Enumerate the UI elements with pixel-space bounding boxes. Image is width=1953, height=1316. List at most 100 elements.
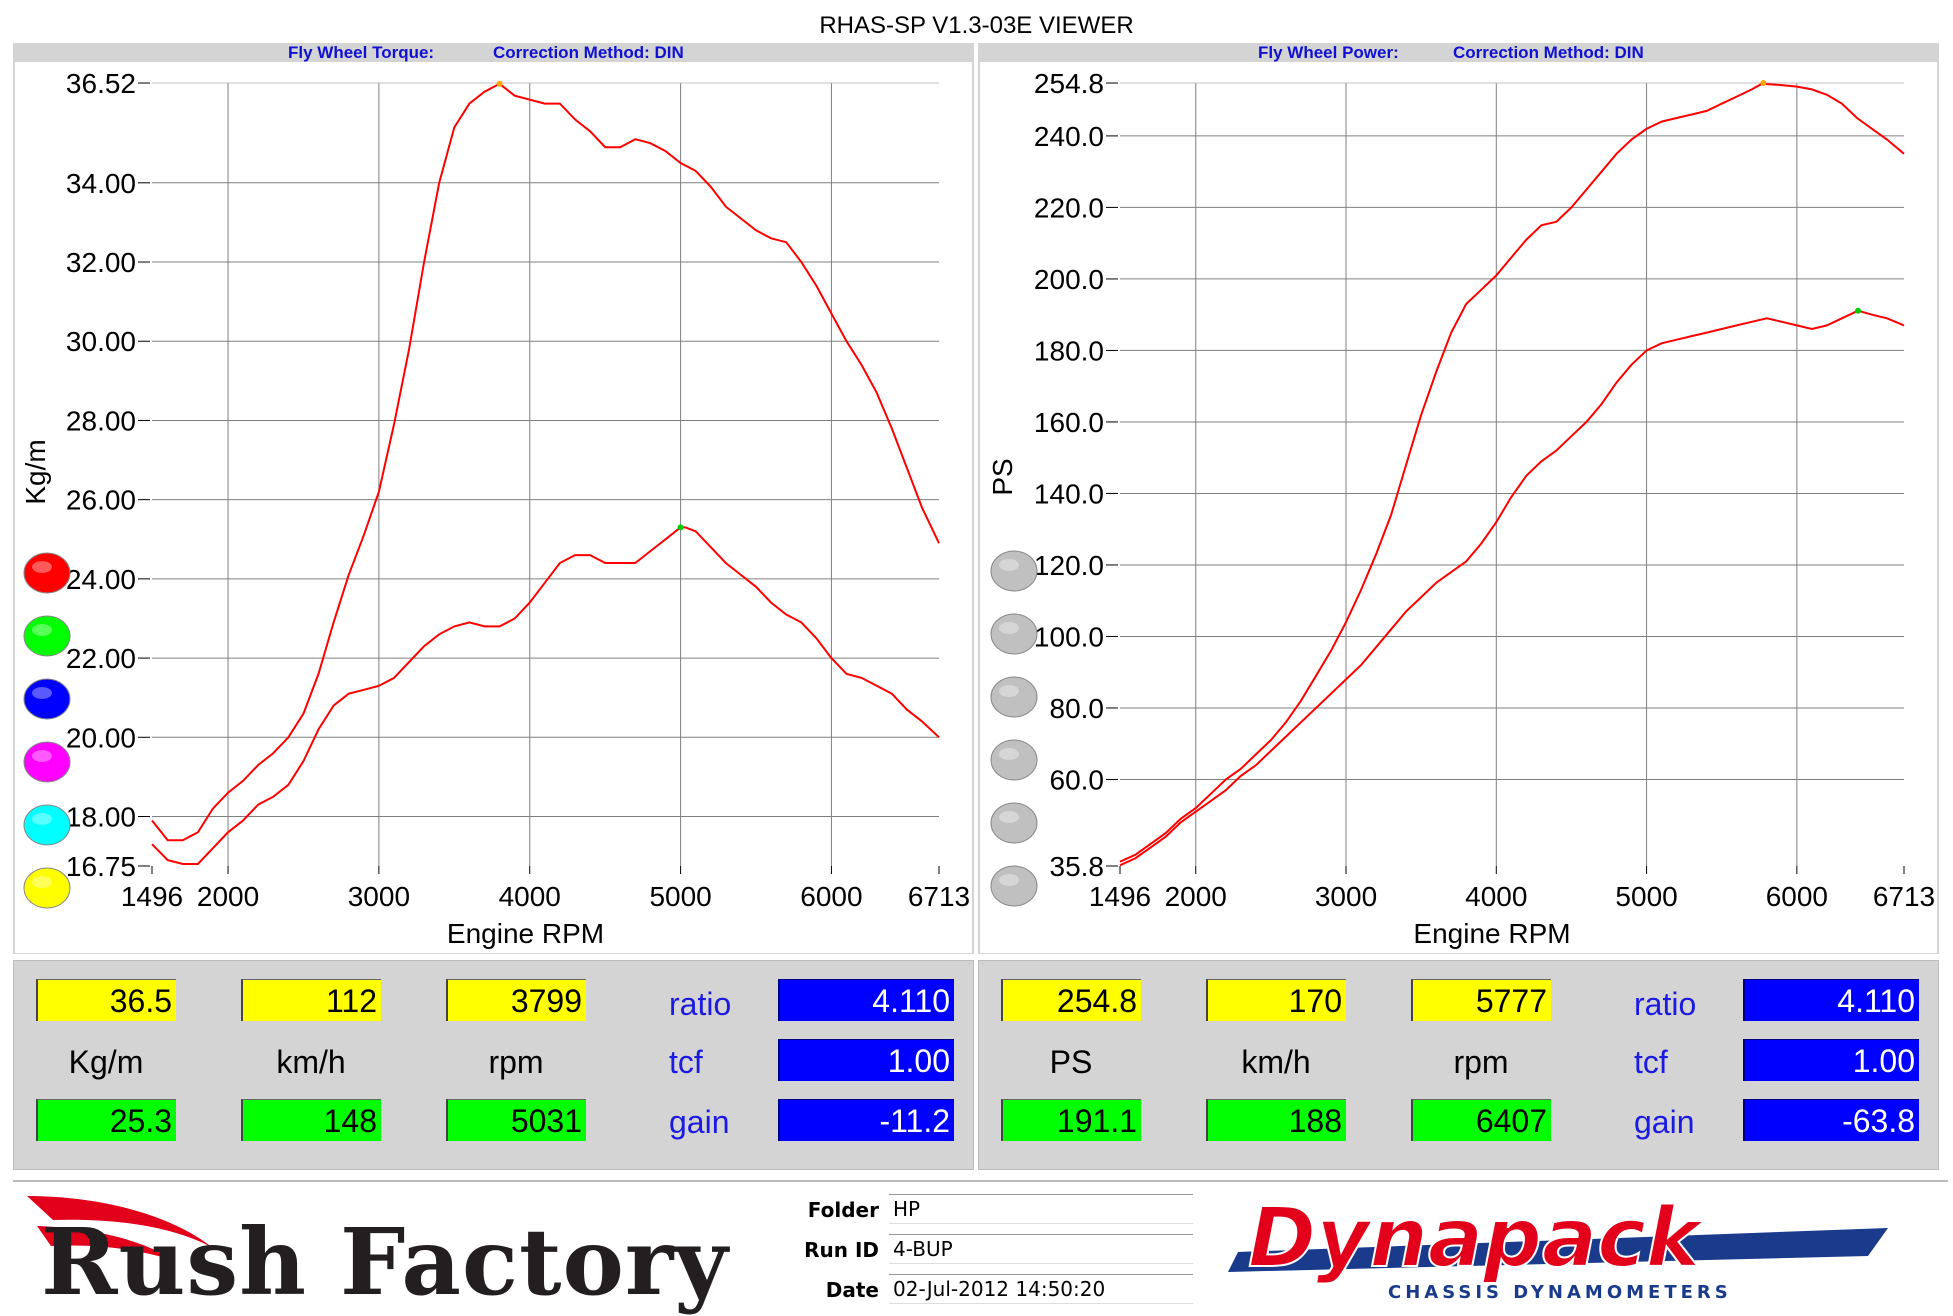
power-y-tick-label: 220.0	[1034, 192, 1104, 223]
torque-correction-label: Correction Method: DIN	[493, 43, 684, 62]
power-correction-label: Correction Method: DIN	[1453, 43, 1644, 62]
power-peak-speed: 170	[1206, 979, 1346, 1021]
torque-chart: 1496 2000 3000 4000 5000 6000 6713 36.52 34.00 32…	[20, 68, 970, 949]
power-panel-header: Fly Wheel Power: Correction Method: DIN	[978, 43, 1939, 62]
power-ratio-label: ratio	[1634, 986, 1697, 1022]
torque-legend-swatch-highlight	[32, 624, 52, 636]
torque-y-tick-label: 22.00	[66, 643, 136, 674]
power-series-line-1	[1119, 81, 1905, 863]
torque-legend-swatch	[23, 741, 71, 783]
power-y-tick-label: 180.0	[1034, 335, 1104, 366]
torque-x-tick-label: 6000	[800, 881, 862, 912]
power-legend-swatch-highlight	[999, 622, 1019, 634]
torque-readout-panel: 36.5 112 3799 Kg/m km/h rpm 25.3 148 503…	[13, 960, 974, 1170]
torque-series-line-2	[151, 526, 940, 865]
power-x-tick-label: 1496	[1089, 881, 1151, 912]
folder-value: HP	[889, 1194, 1193, 1224]
torque-second-value: 25.3	[36, 1099, 176, 1141]
torque-tcf-value: 1.00	[778, 1039, 954, 1081]
torque-x-tick-label: 2000	[197, 881, 259, 912]
torque-legend-swatch	[23, 804, 71, 846]
dynapack-subtitle: CHASSIS DYNAMOMETERS	[1388, 1282, 1732, 1303]
torque-y-axis-title: Kg/m	[20, 439, 51, 504]
torque-x-tick-label: 1496	[121, 881, 183, 912]
power-x-tick-label: 4000	[1465, 881, 1527, 912]
power-legend-swatch	[990, 802, 1038, 844]
power-y-tick-label: 35.8	[1050, 851, 1105, 882]
power-legend-swatch	[990, 865, 1038, 907]
torque-legend-swatch	[23, 867, 71, 909]
power-legend-swatch-highlight	[999, 685, 1019, 697]
torque-x-tick-label: 4000	[499, 881, 561, 912]
power-legend-swatch	[990, 676, 1038, 718]
torque-y-tick-label: 30.00	[66, 326, 136, 357]
torque-chart-panel: Fly Wheel Torque: Correction Method: DIN…	[13, 43, 974, 954]
power-legend-swatch-highlight	[999, 811, 1019, 823]
power-gain-label: gain	[1634, 1104, 1695, 1140]
folder-label: Folder	[807, 1198, 879, 1222]
power-readout-panel: 254.8 170 5777 PS km/h rpm 191.1 188 640…	[978, 960, 1939, 1170]
power-y-tick-label: 100.0	[1034, 621, 1104, 652]
power-header-label: Fly Wheel Power:	[1258, 43, 1399, 62]
power-second-value: 191.1	[1001, 1099, 1141, 1141]
power-legend-swatch	[990, 739, 1038, 781]
power-peak-value: 254.8	[1001, 979, 1141, 1021]
torque-unit-rpm: rpm	[488, 1044, 544, 1080]
power-y-tick-label: 140.0	[1034, 478, 1104, 509]
power-y-tick-label: 254.8	[1034, 68, 1104, 99]
power-y-axis-title: PS	[987, 458, 1018, 495]
power-y-tick-label: 240.0	[1034, 121, 1104, 152]
torque-legend-swatch	[23, 552, 71, 594]
power-peak-marker-2	[1855, 307, 1862, 314]
power-gain-value: -63.8	[1743, 1099, 1919, 1141]
torque-y-tick-label: 26.00	[66, 485, 136, 516]
torque-y-tick-label: 32.00	[66, 247, 136, 278]
dynapack-logo-icon: Dynapack CHASSIS DYNAMOMETERS	[1228, 1192, 1888, 1303]
power-unit-ps: PS	[1049, 1044, 1093, 1080]
power-x-tick-label: 6000	[1766, 881, 1828, 912]
power-legend-swatch-highlight	[999, 559, 1019, 571]
rush-factory-swoosh-icon	[27, 1196, 213, 1260]
power-chart-panel: Fly Wheel Power: Correction Method: DIN …	[978, 43, 1939, 954]
power-unit-rpm: rpm	[1453, 1044, 1509, 1080]
window-title: RHAS-SP V1.3-03E VIEWER	[819, 12, 1134, 39]
torque-y-tick-label: 28.00	[66, 405, 136, 436]
torque-unit-kmh: km/h	[276, 1044, 346, 1080]
dynapack-wordmark: Dynapack	[1248, 1192, 1705, 1286]
torque-ratio-value: 4.110	[778, 979, 954, 1021]
power-tcf-label: tcf	[1634, 1044, 1668, 1080]
run-id-label: Run ID	[804, 1238, 879, 1262]
power-y-tick-label: 120.0	[1034, 550, 1104, 581]
power-unit-kmh: km/h	[1241, 1044, 1311, 1080]
torque-peak-rpm: 3799	[446, 979, 586, 1021]
report-footer: Rush Factory Folder HP Run ID 4-BUP Date…	[13, 1180, 1948, 1316]
power-legend-swatch	[990, 550, 1038, 592]
torque-unit-kgm: Kg/m	[68, 1044, 144, 1080]
torque-legend-swatch-highlight	[32, 687, 52, 699]
power-legend-swatch-highlight	[999, 874, 1019, 886]
torque-legend-swatch-highlight	[32, 750, 52, 762]
torque-peak-value: 36.5	[36, 979, 176, 1021]
power-x-tick-label: 2000	[1165, 881, 1227, 912]
power-y-tick-label: 160.0	[1034, 407, 1104, 438]
torque-gain-value: -11.2	[778, 1099, 954, 1141]
torque-legend-swatch	[23, 678, 71, 720]
power-legend-swatch-highlight	[999, 748, 1019, 760]
torque-second-rpm: 5031	[446, 1099, 586, 1141]
torque-header-label: Fly Wheel Torque:	[288, 43, 435, 62]
torque-y-tick-label: 24.00	[66, 564, 136, 595]
power-tcf-value: 1.00	[1743, 1039, 1919, 1081]
torque-legend-swatch-highlight	[32, 561, 52, 573]
torque-y-tick-label: 34.00	[66, 168, 136, 199]
power-y-tick-label: 60.0	[1050, 764, 1105, 795]
power-peak-marker-1	[1760, 80, 1767, 86]
power-y-tick-label: 200.0	[1034, 264, 1104, 295]
power-x-axis-title: Engine RPM	[1413, 918, 1570, 949]
power-y-tick-label: 80.0	[1050, 693, 1105, 724]
torque-legend-swatch	[23, 615, 71, 657]
torque-x-tick-label: 6713	[908, 881, 970, 912]
torque-x-tick-label: 5000	[649, 881, 711, 912]
torque-legend-swatch-highlight	[32, 876, 52, 888]
power-second-rpm: 6407	[1411, 1099, 1551, 1141]
dynapack-logo: Dynapack CHASSIS DYNAMOMETERS	[1228, 1192, 1918, 1304]
